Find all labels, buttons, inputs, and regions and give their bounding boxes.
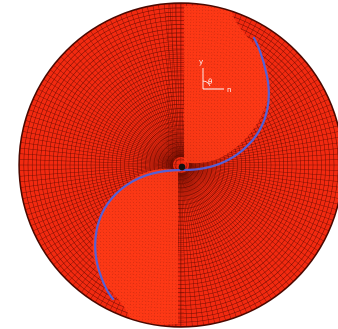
mesh-spoke bbox=[185, 171, 281, 293]
mesh-spoke bbox=[26, 114, 174, 163]
upper-highlight-region bbox=[184, 4, 270, 164]
mesh-spoke bbox=[43, 78, 175, 161]
mesh-spoke bbox=[21, 136, 174, 164]
mesh-spoke bbox=[184, 171, 258, 309]
mesh-spoke bbox=[188, 167, 334, 221]
mesh-spoke bbox=[19, 147, 174, 165]
mesh-spoke bbox=[188, 166, 337, 210]
mesh-spoke bbox=[94, 27, 177, 159]
mesh-spoke bbox=[187, 169, 319, 252]
mesh-spoke bbox=[183, 172, 232, 320]
mesh-spoke bbox=[188, 165, 338, 188]
coordinate-axes: y n θ bbox=[199, 58, 231, 94]
mesh-spoke bbox=[188, 166, 338, 199]
mesh-spoke bbox=[181, 172, 204, 326]
center-point bbox=[178, 163, 186, 171]
mesh-spoke bbox=[21, 166, 174, 194]
mesh-spoke bbox=[188, 167, 332, 226]
mesh-spoke bbox=[185, 171, 272, 300]
x-axis-label: n bbox=[227, 86, 231, 94]
mesh-spoke bbox=[187, 169, 313, 261]
mesh-spoke bbox=[68, 48, 176, 160]
mesh-spoke bbox=[188, 167, 336, 216]
mesh-spoke bbox=[46, 74, 175, 161]
mesh-spoke bbox=[182, 172, 226, 321]
mesh-spoke bbox=[182, 172, 210, 325]
mesh-spoke bbox=[28, 109, 174, 163]
mesh-spoke bbox=[22, 131, 174, 164]
mesh-spoke bbox=[185, 170, 286, 290]
mesh-spoke bbox=[20, 142, 174, 165]
mesh-spoke bbox=[32, 98, 174, 162]
mesh-spoke bbox=[187, 169, 316, 256]
mesh-spoke bbox=[37, 88, 175, 162]
mesh-spoke bbox=[186, 170, 290, 286]
mesh-spoke bbox=[188, 166, 338, 194]
mesh-spoke bbox=[40, 83, 175, 162]
mesh-spoke bbox=[188, 165, 338, 177]
mesh-spoke bbox=[182, 172, 221, 323]
lower-highlight-region bbox=[92, 168, 178, 326]
mesh-spoke bbox=[60, 56, 176, 160]
mesh-spoke bbox=[188, 159, 338, 165]
mesh-spoke bbox=[186, 170, 298, 278]
mesh-spoke bbox=[23, 125, 174, 164]
mesh-spoke bbox=[25, 120, 174, 164]
mesh-spoke bbox=[85, 33, 177, 159]
mesh-spoke bbox=[188, 153, 338, 165]
mesh-spoke bbox=[19, 159, 174, 165]
mesh-spoke bbox=[20, 165, 174, 188]
mesh-spoke bbox=[185, 171, 277, 297]
mesh-spoke bbox=[72, 44, 176, 160]
mesh-spoke bbox=[19, 153, 174, 165]
mesh-spoke bbox=[76, 40, 177, 160]
mesh-spoke bbox=[184, 172, 253, 311]
mesh-spoke bbox=[187, 169, 309, 265]
mesh-spoke bbox=[186, 170, 294, 282]
mesh-spoke bbox=[35, 93, 174, 162]
mesh-spoke bbox=[184, 172, 248, 314]
angle-arc bbox=[202, 80, 211, 87]
mesh-spoke bbox=[183, 172, 242, 316]
mesh-spoke bbox=[19, 165, 174, 183]
lower-blade-curve bbox=[94, 168, 184, 301]
mesh-spoke bbox=[183, 172, 237, 318]
mesh-spoke bbox=[188, 166, 338, 205]
mesh-spoke bbox=[188, 142, 338, 165]
mesh-spoke bbox=[188, 168, 327, 237]
mesh-spoke bbox=[104, 21, 178, 159]
mesh-spoke bbox=[182, 172, 215, 324]
upper-blade-curve bbox=[182, 36, 270, 172]
disk-outline bbox=[18, 2, 338, 328]
mesh-spoke bbox=[99, 24, 178, 159]
mesh-spoke bbox=[49, 69, 175, 161]
mesh-spoke bbox=[53, 65, 175, 161]
mesh-spoke bbox=[188, 165, 338, 183]
mesh-spoke bbox=[30, 104, 174, 163]
mesh-spoke bbox=[186, 169, 306, 270]
mesh-spoke bbox=[81, 37, 177, 159]
mesh-spoke bbox=[186, 170, 302, 274]
mesh-spoke bbox=[187, 168, 322, 247]
mesh-spoke bbox=[185, 171, 268, 303]
mesh-spoke bbox=[188, 168, 330, 232]
mesh-spoke bbox=[181, 172, 199, 327]
angle-label: θ bbox=[208, 78, 212, 86]
y-axis-label: y bbox=[199, 58, 203, 66]
mesh-spoke bbox=[19, 165, 174, 171]
mesh-spoke bbox=[64, 52, 176, 160]
mesh-spoke bbox=[56, 60, 176, 161]
mesh-spoke bbox=[19, 165, 174, 177]
mesh-spoke bbox=[90, 30, 177, 159]
mesh-spoke bbox=[187, 168, 325, 242]
mesh-spoke bbox=[184, 171, 263, 306]
mesh-spoke bbox=[188, 147, 338, 165]
